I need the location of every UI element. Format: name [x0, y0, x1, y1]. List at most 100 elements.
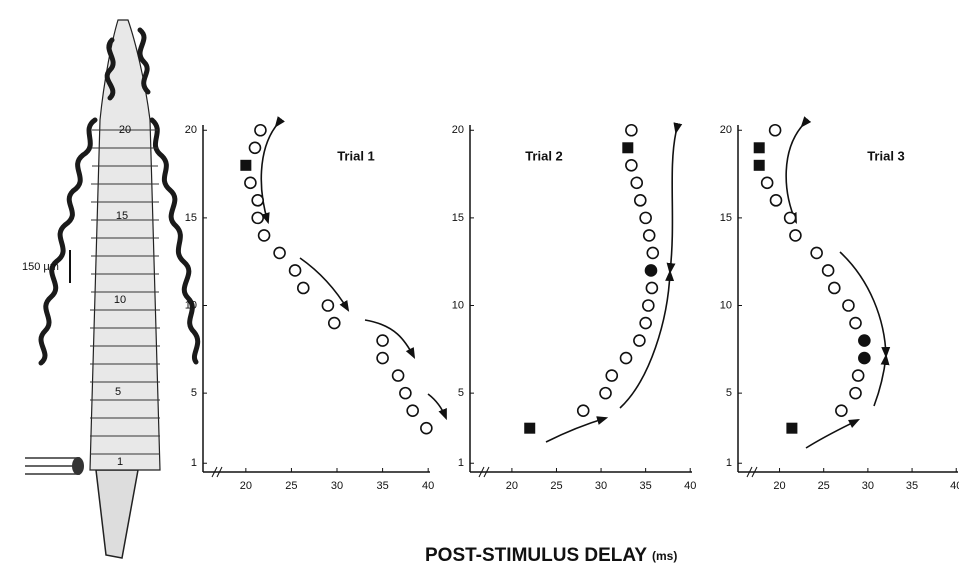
point-open	[576, 404, 590, 417]
x-tick-label: 40	[684, 480, 696, 492]
y-tick-label: 5	[726, 387, 732, 399]
point-open	[254, 123, 267, 137]
point-open	[646, 246, 660, 260]
y-tick-label: 15	[452, 212, 464, 224]
point-open	[599, 386, 612, 400]
point-open	[810, 246, 823, 260]
arrows	[260, 116, 891, 449]
x-tick-label: 25	[550, 480, 562, 492]
x-tick-label: 40	[950, 480, 959, 492]
axis-break	[211, 466, 223, 478]
axis-break	[478, 466, 490, 478]
point-open	[835, 404, 848, 417]
segment-label: 5	[115, 386, 121, 398]
point-open	[849, 386, 862, 400]
axis-unit: (ms)	[652, 549, 677, 563]
point-open	[769, 194, 783, 207]
point-filled	[858, 351, 871, 365]
point-open	[288, 264, 302, 277]
chart-title: Trial 1	[337, 148, 375, 163]
x-tick-label: 20	[773, 480, 785, 492]
point-open	[639, 316, 652, 330]
x-tick-label: 35	[376, 480, 388, 492]
x-tick-label: 30	[595, 480, 607, 492]
point-open	[625, 159, 638, 172]
point-open	[257, 229, 271, 242]
point-open	[821, 264, 835, 277]
point-open	[851, 369, 865, 382]
point-square	[524, 422, 536, 434]
point-open	[327, 316, 341, 330]
x-tick-label: 30	[862, 480, 874, 492]
point-open	[321, 299, 335, 312]
y-tick-label: 10	[720, 299, 732, 311]
y-tick-label: 15	[720, 212, 732, 224]
point-open	[391, 369, 405, 382]
x-tick-label: 35	[906, 480, 918, 492]
point-open	[406, 404, 419, 417]
point-open	[605, 369, 619, 382]
point-filled	[858, 334, 871, 347]
axis-label: POST-STIMULUS DELAY	[425, 545, 647, 566]
point-open	[248, 141, 262, 155]
point-open	[376, 351, 389, 365]
y-tick-label: 15	[185, 212, 197, 224]
point-open	[296, 281, 310, 295]
point-open	[251, 194, 264, 207]
chart-title: Trial 3	[867, 148, 905, 163]
point-open	[420, 421, 433, 435]
y-tick-label: 1	[458, 457, 464, 469]
scale-label: 150 μm	[22, 261, 59, 273]
segment-label: 15	[116, 210, 128, 222]
point-square	[786, 422, 798, 434]
point-open	[625, 123, 638, 137]
y-tick-label: 10	[452, 299, 464, 311]
y-tick-label: 1	[726, 457, 732, 469]
x-tick-label: 20	[240, 480, 252, 492]
point-square	[240, 159, 252, 171]
point-open	[828, 281, 841, 295]
point-open	[376, 334, 389, 347]
point-open	[251, 211, 264, 225]
point-open	[789, 229, 802, 242]
axis-break	[746, 466, 758, 478]
point-open	[783, 211, 797, 225]
point-open	[619, 351, 633, 365]
x-tick-label: 25	[818, 480, 830, 492]
x-tick-label: 35	[640, 480, 652, 492]
point-open	[642, 299, 655, 312]
x-tick-label: 40	[422, 480, 434, 492]
preparation-drawing	[25, 19, 201, 559]
point-square	[753, 159, 765, 171]
segment-label: 20	[119, 124, 131, 136]
y-tick-label: 20	[452, 124, 464, 136]
segment-label: 10	[114, 294, 126, 306]
y-tick-label: 20	[720, 124, 732, 136]
point-filled	[644, 264, 658, 277]
y-tick-label: 5	[458, 387, 464, 399]
point-open	[849, 316, 862, 330]
segment-label: 1	[117, 456, 123, 468]
point-open	[842, 299, 855, 312]
y-tick-label: 5	[191, 387, 197, 399]
y-tick-label: 10	[185, 299, 197, 311]
point-square	[753, 142, 765, 154]
point-open	[273, 246, 286, 260]
y-tick-label: 1	[191, 457, 197, 469]
x-tick-label: 30	[331, 480, 343, 492]
point-open	[633, 194, 647, 207]
point-open	[645, 281, 659, 295]
point-open	[399, 386, 412, 400]
point-open	[639, 211, 652, 225]
point-open	[633, 334, 646, 347]
point-square	[622, 142, 634, 154]
x-tick-label: 25	[285, 480, 297, 492]
x-tick-label: 20	[506, 480, 518, 492]
y-tick-label: 20	[185, 124, 197, 136]
chart-title: Trial 2	[525, 148, 563, 163]
point-open	[760, 176, 774, 190]
point-open	[244, 176, 257, 190]
point-open	[630, 176, 644, 190]
point-open	[642, 229, 656, 242]
